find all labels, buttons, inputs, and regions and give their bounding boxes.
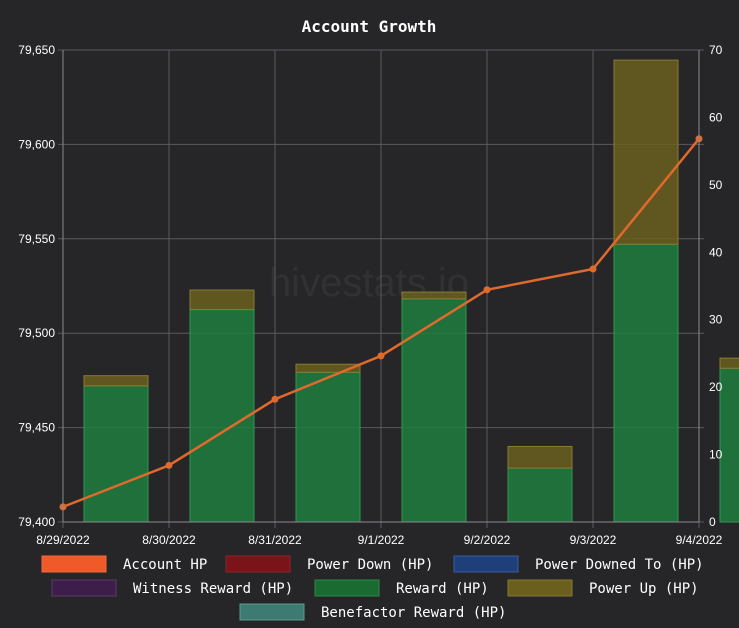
y-left-tick-label: 79,550 [18,232,55,246]
power-up-bar [507,445,573,469]
x-tick-label: 9/1/2022 [358,533,405,547]
legend-swatch [453,555,519,573]
power-up-bar [295,363,361,373]
legend-swatch [239,603,305,621]
reward-bar [295,371,361,523]
account-hp-point [589,265,597,273]
x-tick-label: 8/30/2022 [142,533,196,547]
legend-label: Reward (HP) [396,581,489,597]
x-tick-label: 9/2/2022 [464,533,511,547]
reward-bar [507,467,573,523]
legend-swatch [314,579,380,597]
x-tick-label: 9/3/2022 [570,533,617,547]
legend-item[interactable]: Witness Reward (HP) [51,579,293,597]
y-left-tick-label: 79,650 [18,43,55,57]
reward-bar [189,309,255,523]
legend-item[interactable]: Power Downed To (HP) [453,555,704,573]
y-left-tick-label: 79,400 [18,515,55,529]
legend-item[interactable]: Benefactor Reward (HP) [239,603,506,621]
legend-label: Power Down (HP) [307,557,433,573]
account-hp-point [165,461,173,469]
reward-bar [401,298,467,523]
power-up-bar [613,59,679,245]
y-right-tick-label: 30 [709,313,723,327]
power-up-bar [83,375,149,387]
axes: 79,400 79,450 79,500 79,550 79,600 79,650 0 10 2… [18,43,722,547]
power-up-bar [719,357,739,369]
reward-bar [719,367,739,523]
y-right-tick-label: 10 [709,448,723,462]
grid-lines [58,49,704,528]
legend-label: Power Downed To (HP) [535,557,704,573]
account-hp-point [377,352,385,360]
y-right-tick-label: 20 [709,380,723,394]
x-tick-label: 8/31/2022 [248,533,302,547]
x-tick-label: 9/4/2022 [676,533,723,547]
reward-bar [83,385,149,523]
y-left-tick-label: 79,450 [18,421,55,435]
y-right-tick-label: 0 [709,515,716,529]
legend-item[interactable]: Account HP [41,555,207,573]
legend-item[interactable]: Power Down (HP) [225,555,433,573]
legend-swatch [41,555,107,573]
bar-group [83,59,739,523]
legend-label: Benefactor Reward (HP) [321,605,506,621]
chart-title: Account Growth [302,17,437,36]
y-right-tick-label: 70 [709,43,723,57]
y-right-tick-label: 60 [709,110,723,124]
y-right-tick-label: 50 [709,178,723,192]
legend-swatch [225,555,291,573]
legend-label: Power Up (HP) [589,581,699,597]
legend-swatch [51,579,117,597]
power-up-bar [401,291,467,300]
legend-label: Witness Reward (HP) [133,581,293,597]
y-right-tick-label: 40 [709,245,723,259]
power-up-bar [189,289,255,311]
legend-item[interactable]: Reward (HP) [314,579,489,597]
legend-swatch [507,579,573,597]
y-left-tick-label: 79,500 [18,326,55,340]
x-tick-label: 8/29/2022 [36,533,90,547]
reward-bar [613,243,679,523]
legend-label: Account HP [123,557,207,573]
account-hp-point [483,286,491,294]
legend[interactable]: Account HP Power Down (HP) Power Downed To… [41,555,704,621]
y-left-tick-label: 79,600 [18,137,55,151]
account-hp-point [271,395,279,403]
legend-item[interactable]: Power Up (HP) [507,579,699,597]
